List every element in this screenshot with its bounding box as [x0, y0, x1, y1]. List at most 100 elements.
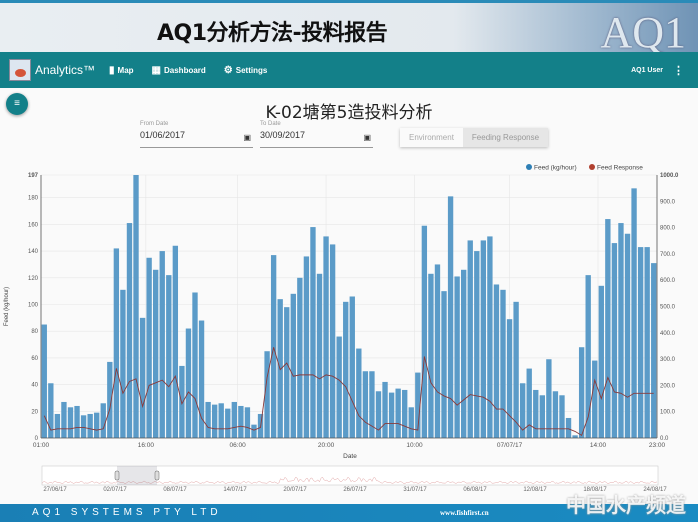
- feed-bar: [126, 223, 133, 438]
- feed-bar: [329, 244, 336, 438]
- feed-bar: [441, 291, 447, 438]
- feed-bar: [67, 407, 74, 438]
- feed-bar: [519, 383, 526, 438]
- calendar-icon[interactable]: ▣: [243, 133, 251, 142]
- feed-bar: [41, 324, 47, 438]
- feed-bar: [539, 395, 545, 438]
- navigator-date-label: 26/07/17: [343, 487, 367, 493]
- slide-title: AQ1分析方法-投料报告: [157, 21, 388, 46]
- y-tick-label: 120: [28, 276, 39, 282]
- legend-feed-label: Feed (kg/hour): [534, 165, 577, 172]
- from-date-field[interactable]: From Date 01/06/2017 ▣: [140, 121, 253, 148]
- feed-bar: [74, 405, 80, 438]
- feed-bar: [637, 247, 644, 438]
- feed-bar: [323, 236, 329, 438]
- feed-bar: [598, 285, 604, 438]
- nav-dashboard-label: Dashboard: [164, 65, 206, 75]
- x-tick-label: 14:00: [590, 442, 607, 449]
- feed-bar: [290, 293, 296, 438]
- navigator-date-label: 24/08/17: [643, 487, 667, 493]
- view-toggle: Environment Feeding Response: [400, 128, 549, 147]
- x-tick-label: 10:00: [406, 442, 423, 449]
- navigator-date-label: 18/08/17: [583, 487, 607, 493]
- y2-tick-label: 100.0: [660, 410, 676, 416]
- feed-bar: [500, 289, 506, 438]
- feed-bar: [408, 407, 414, 438]
- to-date-value[interactable]: 30/09/2017: [260, 130, 306, 140]
- navigator-selection: [117, 466, 157, 485]
- y2-tick-label: 500.0: [660, 305, 676, 311]
- feed-bar: [120, 289, 126, 438]
- feed-bar: [264, 351, 270, 438]
- tab-feeding-response[interactable]: Feeding Response: [462, 128, 549, 147]
- x-tick-label: 16:00: [138, 442, 155, 449]
- feed-bar: [343, 301, 349, 438]
- feed-bar: [467, 240, 473, 438]
- feed-bar: [284, 307, 290, 438]
- nav-settings-label: Settings: [235, 65, 268, 75]
- more-vert-icon[interactable]: ⋮: [673, 64, 684, 77]
- feed-bar: [559, 395, 565, 438]
- feed-chart: 0 20 40 60 80 100 120 140 160 180 197 0.0 100.0 200.0…: [4, 164, 679, 493]
- feed-bar: [336, 336, 342, 438]
- feed-bar: [225, 408, 231, 438]
- y2-tick-label: 800.0: [660, 226, 676, 232]
- feed-bar: [605, 219, 611, 438]
- feed-bar: [533, 389, 539, 438]
- x-tick-label: 20:00: [318, 442, 335, 449]
- page-title: K-02塘第5造投料分析: [265, 103, 433, 123]
- y2-tick-label: 200.0: [660, 383, 676, 389]
- legend-response-marker: [589, 164, 595, 170]
- calendar-icon[interactable]: ▣: [363, 133, 371, 142]
- navigator-handle[interactable]: [114, 470, 120, 481]
- feed-bar: [395, 388, 401, 438]
- brand-name[interactable]: Analytics™: [35, 63, 96, 77]
- from-date-value[interactable]: 01/06/2017: [140, 130, 186, 140]
- feed-bar: [146, 257, 152, 438]
- tab-environment[interactable]: Environment: [400, 128, 463, 147]
- nav-settings[interactable]: ⚙ Settings: [224, 65, 268, 76]
- feed-bar: [651, 263, 657, 438]
- x-tick-label: 23:00: [649, 442, 666, 449]
- map-icon: ▮: [109, 64, 115, 76]
- feed-bar: [474, 251, 480, 438]
- y2-tick-label: 900.0: [660, 199, 676, 205]
- feed-bar: [218, 403, 224, 438]
- navigator-handle[interactable]: [154, 470, 160, 481]
- navigator-date-label: 31/07/17: [403, 487, 427, 493]
- y-tick-label: 180: [28, 196, 39, 202]
- feed-bar: [375, 391, 382, 438]
- navigator-date-label: 20/07/17: [283, 487, 307, 493]
- feed-bar: [434, 264, 441, 438]
- y-tick-label: 140: [28, 249, 39, 255]
- feed-bar: [349, 296, 355, 438]
- feed-bar: [526, 368, 532, 438]
- legend-feed-marker: [526, 164, 532, 170]
- footer-bar: AQ1 SYSTEMS PTY LTD: [0, 504, 698, 522]
- feed-bar: [54, 413, 61, 438]
- feed-bar: [87, 413, 93, 438]
- app-logo[interactable]: [9, 59, 31, 81]
- feed-bar: [270, 255, 277, 438]
- feed-bar: [244, 407, 251, 438]
- feed-bar: [159, 251, 165, 438]
- feed-bar: [48, 383, 54, 438]
- from-date-label: From Date: [140, 121, 169, 127]
- x-tick-label: 07/07/17: [497, 442, 523, 449]
- feed-bar: [454, 276, 460, 438]
- feed-bar: [565, 417, 572, 438]
- nav-map[interactable]: ▮ Map: [109, 65, 134, 76]
- y-tick-label: 20: [31, 409, 38, 415]
- user-menu[interactable]: AQ1 User: [631, 66, 663, 74]
- y-tick-label: 197: [28, 173, 39, 179]
- nav-dashboard[interactable]: ▦ Dashboard: [152, 65, 206, 76]
- navigator-date-label: 08/07/17: [163, 487, 187, 493]
- menu-list-button[interactable]: ≡: [6, 93, 28, 115]
- feed-response-line: [43, 347, 654, 437]
- to-date-field[interactable]: To Date 30/09/2017 ▣: [260, 121, 373, 148]
- feed-bar: [644, 247, 650, 438]
- feed-bar: [487, 236, 493, 438]
- feed-bar: [356, 348, 362, 438]
- feed-bar: [192, 292, 198, 438]
- feed-bar: [153, 269, 159, 438]
